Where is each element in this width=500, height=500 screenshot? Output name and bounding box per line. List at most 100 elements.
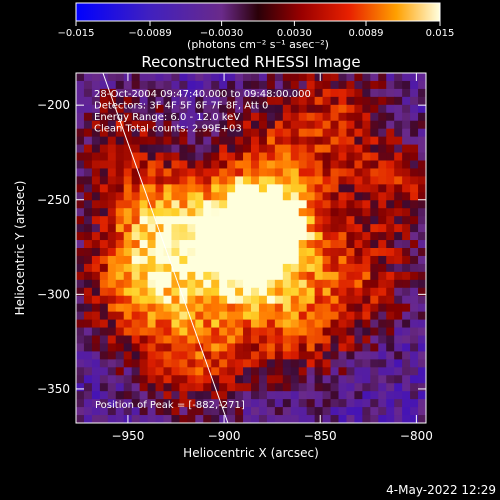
- heatmap-cell: [370, 80, 379, 90]
- heatmap-cell: [171, 208, 181, 217]
- heatmap-cell: [179, 255, 188, 265]
- heatmap-cell: [282, 351, 292, 360]
- heatmap-cell: [290, 104, 300, 114]
- heatmap-cell: [219, 255, 228, 265]
- heatmap-cell: [322, 391, 332, 400]
- heatmap-cell: [163, 263, 173, 273]
- heatmap-cell: [187, 248, 196, 257]
- heatmap-cell: [410, 367, 419, 376]
- heatmap-cell: [410, 176, 419, 185]
- heatmap-cell: [227, 216, 236, 225]
- heatmap-cell: [338, 351, 348, 360]
- heatmap-cell: [203, 319, 212, 329]
- heatmap-cell: [139, 136, 149, 146]
- heatmap-cell: [346, 248, 356, 257]
- heatmap-cell: [258, 319, 268, 329]
- heatmap-cell: [322, 367, 332, 376]
- heatmap-cell: [410, 96, 419, 106]
- heatmap-cell: [386, 240, 395, 249]
- heatmap-cell: [203, 279, 212, 289]
- heatmap-cell: [171, 104, 181, 114]
- heatmap-cell: [123, 176, 133, 185]
- heatmap-cell: [378, 375, 387, 384]
- heatmap-cell: [235, 407, 244, 416]
- heatmap-cell: [211, 367, 220, 376]
- heatmap-cell: [282, 279, 292, 289]
- heatmap-cell: [251, 168, 260, 178]
- heatmap-cell: [322, 407, 332, 416]
- heatmap-cell: [314, 271, 324, 281]
- heatmap-cell: [187, 160, 196, 170]
- heatmap-cell: [378, 335, 387, 345]
- heatmap-cell: [171, 263, 181, 273]
- heatmap-cell: [147, 184, 157, 193]
- heatmap-cell: [258, 255, 268, 265]
- heatmap-cell: [266, 367, 276, 376]
- heatmap-cell: [219, 112, 228, 122]
- heatmap-cell: [314, 303, 324, 313]
- heatmap-cell: [227, 263, 236, 273]
- heatmap-cell: [195, 399, 204, 408]
- heatmap-cell: [298, 287, 308, 297]
- heatmap-cell: [195, 255, 204, 265]
- heatmap-cell: [298, 415, 308, 423]
- heatmap-cell: [306, 240, 316, 249]
- heatmap-cell: [266, 359, 276, 368]
- heatmap-cell: [83, 375, 93, 384]
- heatmap-cell: [83, 200, 93, 209]
- heatmap-cell: [171, 88, 181, 98]
- heatmap-cell: [211, 120, 220, 130]
- heatmap-cell: [91, 271, 101, 281]
- heatmap-cell: [251, 232, 260, 241]
- heatmap-cell: [139, 120, 149, 130]
- heatmap-cell: [338, 128, 348, 138]
- heatmap-cell: [322, 88, 332, 98]
- heatmap-cell: [76, 88, 85, 98]
- heatmap-cell: [362, 96, 371, 106]
- heatmap-cell: [354, 255, 363, 265]
- heatmap-cell: [171, 224, 181, 233]
- heatmap-cell: [290, 216, 300, 225]
- heatmap-cell: [163, 168, 173, 178]
- heatmap-cell: [346, 200, 356, 209]
- heatmap-cell: [203, 383, 212, 392]
- heatmap-cell: [330, 208, 340, 217]
- heatmap-cell: [370, 192, 379, 201]
- heatmap-cell: [386, 144, 395, 154]
- heatmap-cell: [243, 327, 252, 337]
- heatmap-cell: [187, 415, 196, 423]
- heatmap-cell: [354, 112, 363, 122]
- heatmap-cell: [378, 255, 387, 265]
- heatmap-cell: [131, 359, 141, 368]
- heatmap-cell: [76, 136, 85, 146]
- heatmap-cell: [107, 112, 117, 122]
- heatmap-cell: [274, 375, 284, 384]
- heatmap-cell: [274, 367, 284, 376]
- heatmap-cell: [354, 208, 363, 217]
- heatmap-cell: [394, 96, 403, 106]
- heatmap-cell: [91, 136, 101, 146]
- heatmap-cell: [179, 335, 188, 345]
- heatmap-cell: [370, 96, 379, 106]
- heatmap-cell: [76, 263, 85, 273]
- heatmap-cell: [115, 343, 125, 353]
- heatmap-cell: [139, 391, 149, 400]
- heatmap-cell: [139, 367, 149, 376]
- heatmap-cell: [139, 383, 149, 392]
- heatmap-cell: [306, 216, 316, 225]
- heatmap-cell: [235, 136, 244, 146]
- heatmap-cell: [314, 168, 324, 178]
- heatmap-cell: [274, 208, 284, 217]
- heatmap-cell: [251, 415, 260, 423]
- heatmap-cell: [418, 96, 426, 106]
- heatmap-cell: [306, 152, 316, 162]
- heatmap-cell: [195, 407, 204, 416]
- heatmap-cell: [211, 96, 220, 106]
- heatmap-cell: [139, 319, 149, 329]
- heatmap-cell: [211, 152, 220, 162]
- heatmap-cell: [274, 303, 284, 313]
- heatmap-cell: [147, 319, 157, 329]
- heatmap-cell: [115, 73, 125, 82]
- heatmap-cell: [362, 152, 371, 162]
- heatmap-cell: [418, 200, 426, 209]
